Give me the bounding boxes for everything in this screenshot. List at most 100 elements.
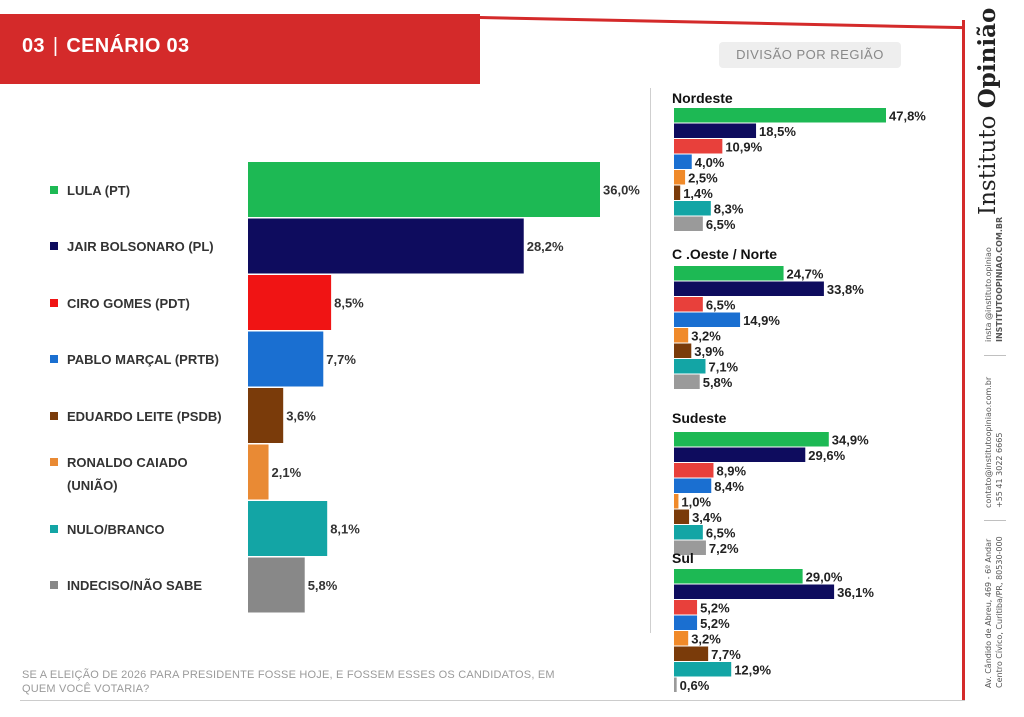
bar-c-oeste-norte-ciro-gomes-pdt bbox=[674, 297, 703, 312]
value-label-nordeste-ciro-gomes-pdt: 10,9% bbox=[725, 140, 762, 155]
address-divider bbox=[984, 520, 1006, 521]
bar-ciro-gomes-pdt bbox=[248, 275, 332, 330]
bar-sul-ronaldo-caiado-uniao bbox=[674, 631, 689, 646]
bar-nulo-branco bbox=[248, 501, 328, 556]
legend-swatch-nulo-branco bbox=[50, 524, 58, 533]
bar-eduardo-leite-psdb bbox=[248, 388, 284, 443]
contact-email: contato@institutoopiniao.com.br bbox=[984, 376, 993, 508]
bar-sudeste-pablo-marcal-prtb bbox=[674, 478, 712, 493]
bar-sudeste-lula-pt bbox=[674, 432, 829, 447]
value-label-sul-ciro-gomes-pdt: 5,2% bbox=[700, 601, 730, 616]
region-title-sul: Sul bbox=[672, 550, 694, 566]
bar-c-oeste-norte-eduardo-leite-psdb bbox=[674, 343, 692, 358]
value-label-ronaldo-caiado-uniao: 2,1% bbox=[272, 465, 302, 480]
region-title-sudeste: Sudeste bbox=[672, 410, 727, 426]
bar-nordeste-jair-bolsonaro-pl bbox=[674, 123, 757, 138]
bar-nordeste-nulo-branco bbox=[674, 201, 711, 216]
value-label-nordeste-indeciso-nao-sabe: 6,5% bbox=[706, 217, 736, 232]
bar-sul-ciro-gomes-pdt bbox=[674, 600, 698, 615]
legend-swatch-ronaldo-caiado-uniao bbox=[50, 458, 58, 466]
brand-name-bold: Opinião bbox=[974, 7, 1001, 109]
contact-divider bbox=[984, 355, 1006, 356]
value-label-c-oeste-norte-indeciso-nao-sabe: 5,8% bbox=[703, 375, 733, 390]
frame-right-line bbox=[962, 20, 965, 700]
bar-sudeste-nulo-branco bbox=[674, 525, 703, 540]
legend-label-lula-pt: LULA (PT) bbox=[67, 182, 131, 198]
value-label-sul-ronaldo-caiado-uniao: 3,2% bbox=[691, 632, 721, 647]
value-label-sul-jair-bolsonaro-pl: 36,1% bbox=[837, 585, 874, 600]
bar-c-oeste-norte-lula-pt bbox=[674, 266, 784, 281]
legend-label-pablo-marcal-prtb: PABLO MARÇAL (PRTB) bbox=[67, 352, 219, 367]
social-handle: insta @instituto.opiniao bbox=[984, 247, 993, 342]
bar-sul-lula-pt bbox=[674, 569, 803, 584]
value-label-sul-lula-pt: 29,0% bbox=[806, 570, 843, 585]
value-label-sul-indeciso-nao-sabe: 0,6% bbox=[680, 678, 710, 693]
region-title-nordeste: Nordeste bbox=[672, 90, 733, 106]
bar-sul-indeciso-nao-sabe bbox=[674, 677, 677, 692]
value-label-eduardo-leite-psdb: 3,6% bbox=[286, 409, 316, 424]
bar-sul-pablo-marcal-prtb bbox=[674, 615, 698, 630]
value-label-nordeste-pablo-marcal-prtb: 4,0% bbox=[695, 155, 725, 170]
legend-item-lula-pt: LULA (PT) bbox=[50, 179, 237, 202]
legend-item-ciro-gomes-pdt: CIRO GOMES (PDT) bbox=[50, 292, 237, 315]
website-url: INSTITUTOOPINIAO.COM.BR bbox=[995, 216, 1004, 342]
bar-c-oeste-norte-pablo-marcal-prtb bbox=[674, 312, 741, 327]
legend-label-ronaldo-caiado-uniao: RONALDO CAIADO (UNIÃO) bbox=[67, 455, 188, 493]
bar-jair-bolsonaro-pl bbox=[248, 218, 524, 274]
value-label-sudeste-indeciso-nao-sabe: 7,2% bbox=[709, 541, 739, 556]
bar-ronaldo-caiado-uniao bbox=[248, 444, 269, 500]
value-label-sudeste-eduardo-leite-psdb: 3,4% bbox=[692, 510, 722, 525]
region-chart-coeste-norte: 24,7%33,8% 6,5% 14,9% 3,2%3,9%7,1%5,8% bbox=[674, 266, 864, 390]
legend-swatch-lula-pt bbox=[50, 185, 58, 194]
value-label-c-oeste-norte-eduardo-leite-psdb: 3,9% bbox=[694, 344, 724, 359]
header-banner bbox=[0, 14, 480, 84]
value-label-sudeste-ciro-gomes-pdt: 8,9% bbox=[716, 464, 746, 479]
bar-sul-nulo-branco bbox=[674, 662, 732, 677]
value-label-nordeste-ronaldo-caiado-uniao: 2,5% bbox=[688, 171, 718, 186]
legend-label-nulo-branco: NULO/BRANCO bbox=[67, 521, 165, 537]
value-label-sudeste-nulo-branco: 6,5% bbox=[706, 526, 736, 541]
legend-label-ciro-gomes-pdt: CIRO GOMES (PDT) bbox=[67, 295, 190, 311]
page-title: 03 | CENÁRIO 03 bbox=[22, 35, 189, 58]
bar-c-oeste-norte-jair-bolsonaro-pl bbox=[674, 281, 824, 296]
value-label-indeciso-nao-sabe: 5,8% bbox=[308, 578, 338, 593]
legend-label-eduardo-leite-psdb: EDUARDO LEITE (PSDB) bbox=[67, 408, 222, 424]
frame-bottom-line bbox=[20, 700, 965, 701]
address-line-2: Centro Cívico, Curitiba/PR, 80530-000 bbox=[995, 536, 1004, 688]
bar-c-oeste-norte-ronaldo-caiado-uniao bbox=[674, 328, 689, 343]
main-bar-chart: 36,0% 28,2% 8,5% 7,7% 3,6% 2,1% 8,1% 5,8% bbox=[248, 162, 640, 613]
bar-sul-jair-bolsonaro-pl bbox=[674, 584, 835, 599]
title-separator: | bbox=[52, 35, 59, 57]
bar-nordeste-indeciso-nao-sabe bbox=[674, 216, 703, 231]
scenario-title: CENÁRIO 03 bbox=[66, 35, 190, 57]
survey-question: SE A ELEIÇÃO DE 2026 PARA PRESIDENTE FOS… bbox=[22, 669, 555, 695]
value-label-jair-bolsonaro-pl: 28,2% bbox=[527, 239, 564, 254]
bar-nordeste-pablo-marcal-prtb bbox=[674, 154, 692, 169]
value-label-ciro-gomes-pdt: 8,5% bbox=[334, 296, 364, 311]
bar-sul-eduardo-leite-psdb bbox=[674, 646, 709, 661]
value-label-sudeste-jair-bolsonaro-pl: 29,6% bbox=[808, 448, 845, 463]
value-label-c-oeste-norte-ciro-gomes-pdt: 6,5% bbox=[706, 298, 736, 313]
bar-sudeste-ronaldo-caiado-uniao bbox=[674, 494, 679, 509]
legend-swatch-eduardo-leite-psdb bbox=[50, 411, 58, 420]
value-label-c-oeste-norte-ronaldo-caiado-uniao: 3,2% bbox=[691, 329, 721, 344]
section-divider bbox=[650, 88, 651, 633]
address-line-1: Av. Cândido de Abreu, 469 - 6º Andar bbox=[984, 538, 993, 688]
region-title-coeste-norte: C .Oeste / Norte bbox=[672, 246, 778, 262]
legend-swatch-pablo-marcal-prtb bbox=[50, 355, 58, 363]
legend-swatch-ciro-gomes-pdt bbox=[50, 298, 58, 307]
region-chart-sul: 29,0%36,1%5,2%5,2%3,2%7,7%12,9%0,6% bbox=[674, 569, 874, 693]
bar-nordeste-ronaldo-caiado-uniao bbox=[674, 170, 686, 185]
value-label-c-oeste-norte-pablo-marcal-prtb: 14,9% bbox=[743, 313, 780, 328]
bar-lula-pt bbox=[248, 162, 600, 217]
legend-item-eduardo-leite-psdb: EDUARDO LEITE (PSDB) bbox=[50, 405, 237, 428]
bar-indeciso-nao-sabe bbox=[248, 557, 305, 613]
region-division-label: DIVISÃO POR REGIÃO bbox=[719, 42, 901, 68]
brand-name-light: Instituto bbox=[975, 108, 1001, 215]
brand-sidebar: Instituto Opinião insta @instituto.opini… bbox=[974, 8, 1016, 700]
bar-nordeste-ciro-gomes-pdt bbox=[674, 139, 723, 154]
bar-sudeste-eduardo-leite-psdb bbox=[674, 509, 690, 524]
brand-logo-text: Instituto Opinião bbox=[974, 8, 1001, 215]
value-label-nordeste-nulo-branco: 8,3% bbox=[714, 202, 744, 217]
value-label-nordeste-eduardo-leite-psdb: 1,4% bbox=[683, 186, 713, 201]
